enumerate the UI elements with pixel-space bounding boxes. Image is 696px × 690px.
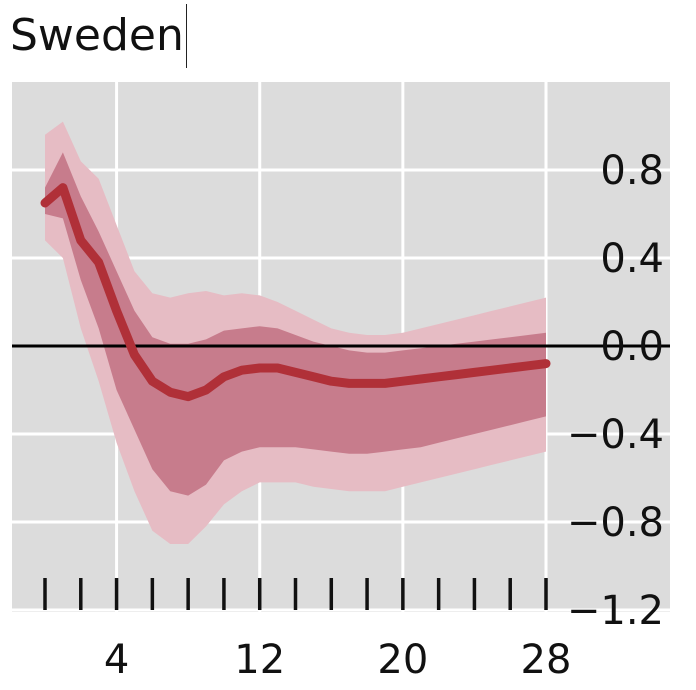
y-tick-label: 0.0 — [600, 324, 664, 370]
x-tick-label: 4 — [104, 637, 129, 683]
x-tick-label: 12 — [234, 637, 285, 683]
y-tick-labels: 0.8 0.4 0.0 −0.4 −0.8 −1.2 — [567, 148, 664, 634]
x-tick-labels: 4 12 20 28 — [104, 637, 572, 683]
chart-title: Sweden — [10, 4, 187, 68]
confidence-bands — [45, 121, 546, 544]
y-tick-label: 0.4 — [600, 236, 664, 282]
y-tick-label: 0.8 — [600, 148, 664, 194]
y-tick-label: −1.2 — [567, 588, 664, 634]
series-line-0 — [40, 183, 551, 402]
x-tick-marks — [43, 578, 548, 610]
x-tick-label: 20 — [377, 637, 428, 683]
y-tick-label: −0.4 — [567, 412, 664, 458]
inner-band — [45, 152, 546, 496]
series-lines — [40, 183, 551, 402]
x-tick-label: 28 — [521, 637, 572, 683]
y-tick-label: −0.8 — [567, 500, 664, 546]
